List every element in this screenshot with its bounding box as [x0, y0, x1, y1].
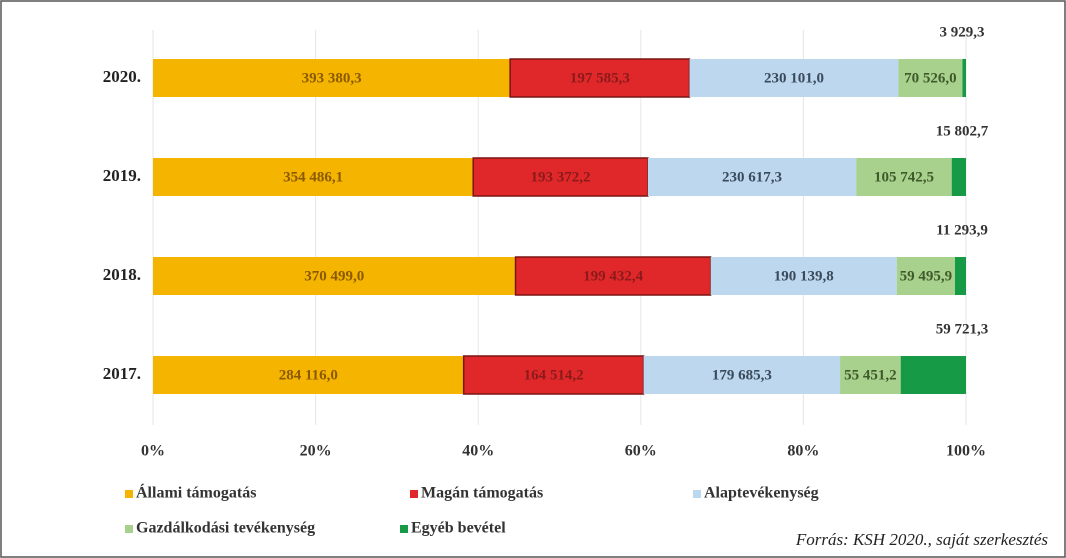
legend-label: Magán támogatás	[421, 485, 543, 502]
bar-segment	[962, 59, 966, 97]
bar-segment	[900, 356, 966, 394]
bar-segment	[896, 257, 955, 295]
x-tick-label: 100%	[946, 443, 986, 460]
category-label: 2017.	[103, 364, 141, 383]
data-label: 15 802,7	[936, 123, 989, 139]
x-tick-label: 40%	[462, 443, 494, 460]
data-label: 190 139,8	[774, 268, 834, 284]
bar-segment	[856, 158, 952, 196]
data-label: 59 495,9	[900, 268, 953, 284]
data-label: 230 617,3	[722, 169, 782, 185]
bar-segment	[951, 158, 966, 196]
bar-segment	[153, 158, 474, 196]
bar-segment	[153, 356, 464, 394]
x-tick-label: 0%	[141, 443, 165, 460]
source: Forrás: KSH 2020., saját szerkesztés	[795, 530, 1049, 549]
legend-swatch	[400, 525, 408, 533]
legend-swatch	[125, 525, 133, 533]
bar-segment	[514, 256, 712, 296]
bar-segment	[153, 257, 516, 295]
data-label: 105 742,5	[874, 169, 934, 185]
legend-swatch	[693, 490, 701, 498]
x-tick-label: 20%	[300, 443, 332, 460]
data-label: 70 526,0	[904, 70, 957, 86]
bar-segment	[710, 257, 897, 295]
data-label: 11 293,9	[936, 222, 988, 238]
legend-label: Alaptevékenység	[704, 485, 819, 502]
x-tick-label: 60%	[625, 443, 657, 460]
data-label: 179 685,3	[712, 367, 772, 383]
data-label: 164 514,2	[524, 367, 584, 383]
bar-segment	[509, 58, 691, 98]
category-label: 2020.	[103, 67, 141, 86]
data-label: 199 432,4	[583, 268, 644, 284]
data-label: 59 721,3	[936, 321, 989, 337]
x-tick-label: 80%	[787, 443, 819, 460]
data-label: 3 929,3	[940, 24, 985, 40]
legend-label: Állami támogatás	[136, 483, 256, 502]
legend-swatch	[125, 490, 133, 498]
data-label: 230 101,0	[764, 70, 824, 86]
bar-segment	[954, 257, 966, 295]
bar-segment	[689, 59, 899, 97]
legend-label: Gazdálkodási tevékenység	[136, 520, 315, 537]
category-label: 2019.	[103, 166, 141, 185]
bar-segment	[643, 356, 841, 394]
bar-segment	[462, 355, 645, 395]
data-label: 354 486,1	[283, 169, 343, 185]
data-label: 370 499,0	[304, 268, 364, 284]
data-label: 284 116,0	[279, 367, 338, 383]
data-label: 393 380,3	[302, 70, 362, 86]
data-label: 197 585,3	[570, 70, 630, 86]
data-label: 193 372,2	[531, 169, 591, 185]
bar-segment	[840, 356, 901, 394]
category-label: 2018.	[103, 265, 141, 284]
legend-label: Egyéb bevétel	[411, 520, 506, 537]
bar-segment	[898, 59, 963, 97]
legend-swatch	[410, 490, 418, 498]
bar-segment	[647, 158, 857, 196]
data-label: 55 451,2	[844, 367, 897, 383]
bar-segment	[153, 59, 511, 97]
